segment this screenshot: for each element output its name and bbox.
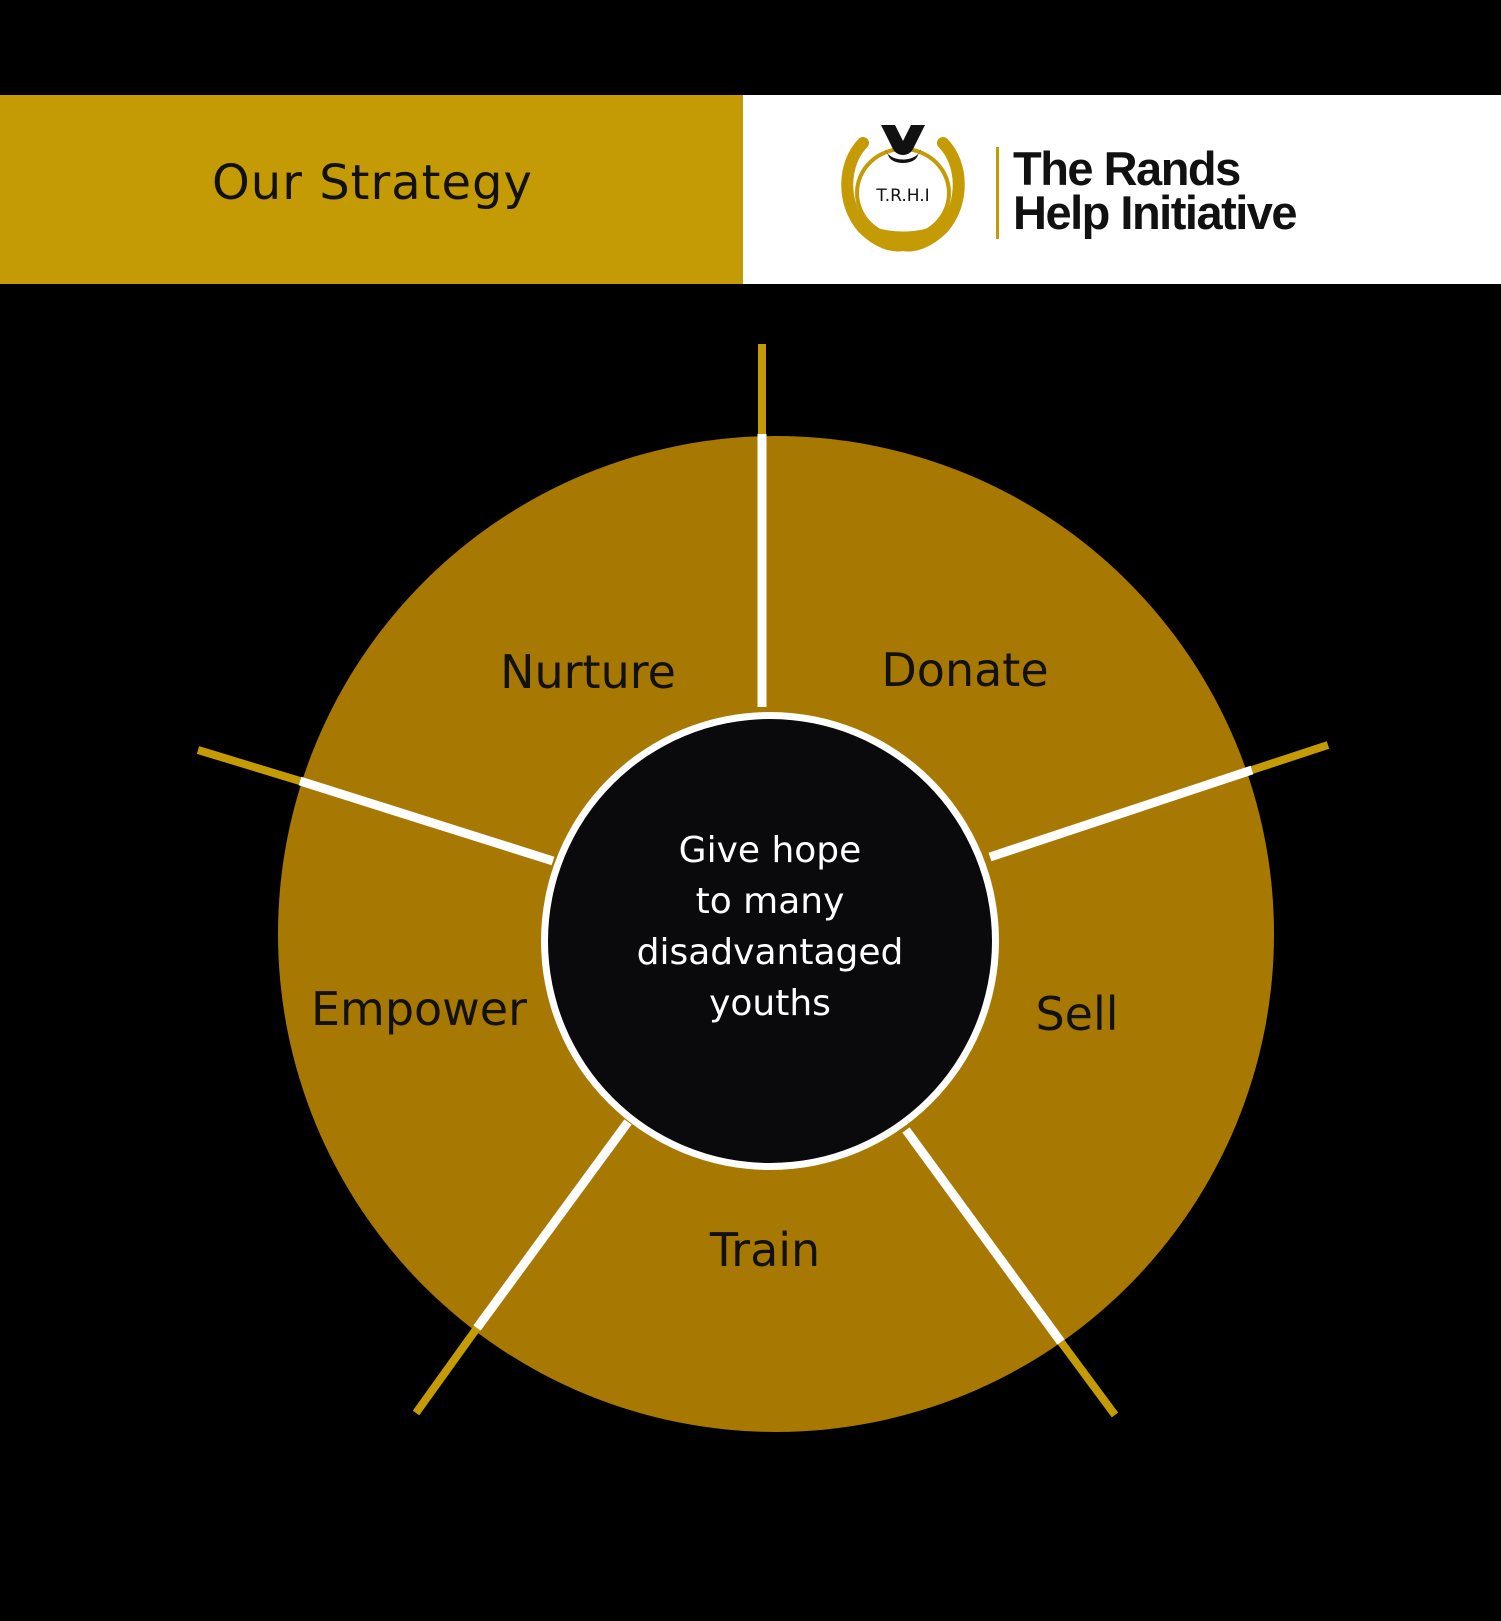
spoke-lower-left-outer bbox=[412, 1325, 481, 1416]
spoke-upper-left-inner bbox=[298, 776, 555, 866]
center-line-4: youths bbox=[709, 983, 831, 1024]
center-circle bbox=[548, 719, 992, 1163]
logo-badge-text: T.R.H.I bbox=[875, 186, 929, 206]
spoke-upper-right-inner bbox=[988, 765, 1254, 862]
center-line-2: to many bbox=[696, 881, 845, 922]
segment-label-donate: Donate bbox=[881, 643, 1048, 697]
logo-panel: T.R.H.I The Rands Help Initiative bbox=[743, 95, 1501, 284]
org-name-line2: Help Initiative bbox=[1013, 186, 1298, 239]
center-line-3: disadvantaged bbox=[637, 932, 904, 973]
segment-label-empower: Empower bbox=[311, 982, 527, 1036]
spoke-lower-right-outer bbox=[1057, 1339, 1119, 1418]
org-name-line1: The Rands bbox=[1013, 142, 1241, 195]
strategy-diagram: Nurture Donate Sell Train Empower Give h… bbox=[0, 284, 1501, 1621]
segment-label-train: Train bbox=[709, 1223, 820, 1277]
strategy-wheel: Nurture Donate Sell Train Empower Give h… bbox=[196, 344, 1330, 1432]
spoke-upper-right-outer bbox=[1250, 741, 1330, 774]
spoke-upper-left-outer bbox=[196, 746, 302, 785]
center-line-1: Give hope bbox=[679, 830, 862, 871]
title-panel: Our Strategy bbox=[0, 95, 743, 284]
header-banner: Our Strategy T.R.H.I The Rands Help Init… bbox=[0, 95, 1501, 284]
segment-label-nurture: Nurture bbox=[500, 645, 676, 699]
page-title: Our Strategy bbox=[212, 155, 533, 211]
logo-divider bbox=[996, 147, 999, 239]
trhi-logo-icon: T.R.H.I bbox=[841, 125, 965, 252]
spoke-lower-right-inner bbox=[902, 1127, 1065, 1345]
spoke-lower-left-inner bbox=[473, 1119, 632, 1331]
segment-label-sell: Sell bbox=[1035, 987, 1118, 1041]
org-name: The Rands Help Initiative bbox=[1013, 142, 1298, 239]
